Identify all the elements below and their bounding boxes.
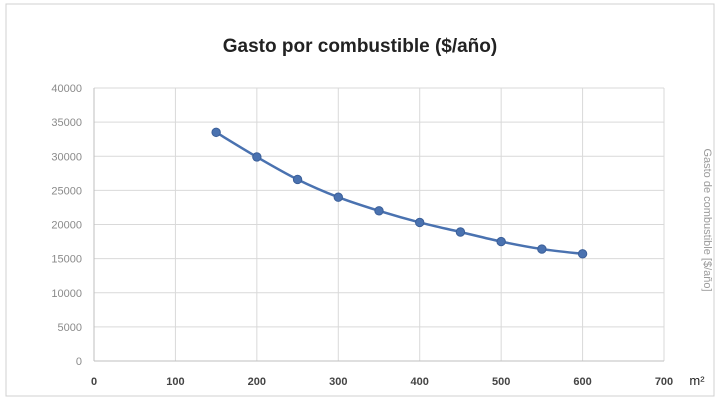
data-point [537, 244, 547, 254]
data-point [374, 206, 384, 216]
x-tick-label: 200 [248, 376, 266, 388]
x-tick-label: 700 [655, 376, 673, 388]
data-point [496, 236, 506, 247]
data-point [455, 227, 466, 237]
series-line [215, 131, 583, 256]
y-tick-label: 40000 [51, 83, 82, 95]
data-point [252, 152, 262, 162]
y-axis-label: Gasto de combustible [$/año] [701, 148, 713, 291]
series-path [215, 131, 583, 256]
data-point [333, 192, 343, 202]
y-tick-label: 30000 [51, 151, 82, 163]
x-tick-label: 400 [411, 376, 429, 388]
grid-lines [94, 87, 665, 361]
y-tick-label: 35000 [51, 117, 82, 129]
x-tick-label: 0 [91, 376, 97, 388]
y-tick-label: 25000 [51, 185, 82, 197]
data-point [211, 127, 221, 138]
data-point [415, 217, 425, 228]
chart-title: Gasto por combustible ($/año) [223, 36, 497, 57]
x-tick-labels: 0 100 200 300 400 500 600 700 [91, 376, 673, 388]
y-tick-label: 0 [76, 356, 82, 368]
x-tick-label: 600 [573, 376, 591, 388]
data-point [292, 174, 303, 185]
x-tick-label: 500 [492, 376, 510, 388]
data-points [211, 127, 588, 259]
data-point [577, 249, 588, 259]
chart-border [5, 3, 715, 397]
y-tick-label: 10000 [51, 288, 82, 300]
x-tick-label: 100 [166, 376, 184, 388]
axes [93, 88, 664, 362]
y-tick-labels: 0 5000 10000 15000 20000 25000 30000 35000 40000 [51, 83, 82, 368]
x-tick-label: 300 [329, 376, 347, 388]
x-axis-label: m² [689, 373, 705, 388]
y-tick-label: 5000 [58, 322, 82, 334]
y-tick-label: 15000 [51, 254, 82, 266]
y-tick-label: 20000 [51, 220, 82, 232]
